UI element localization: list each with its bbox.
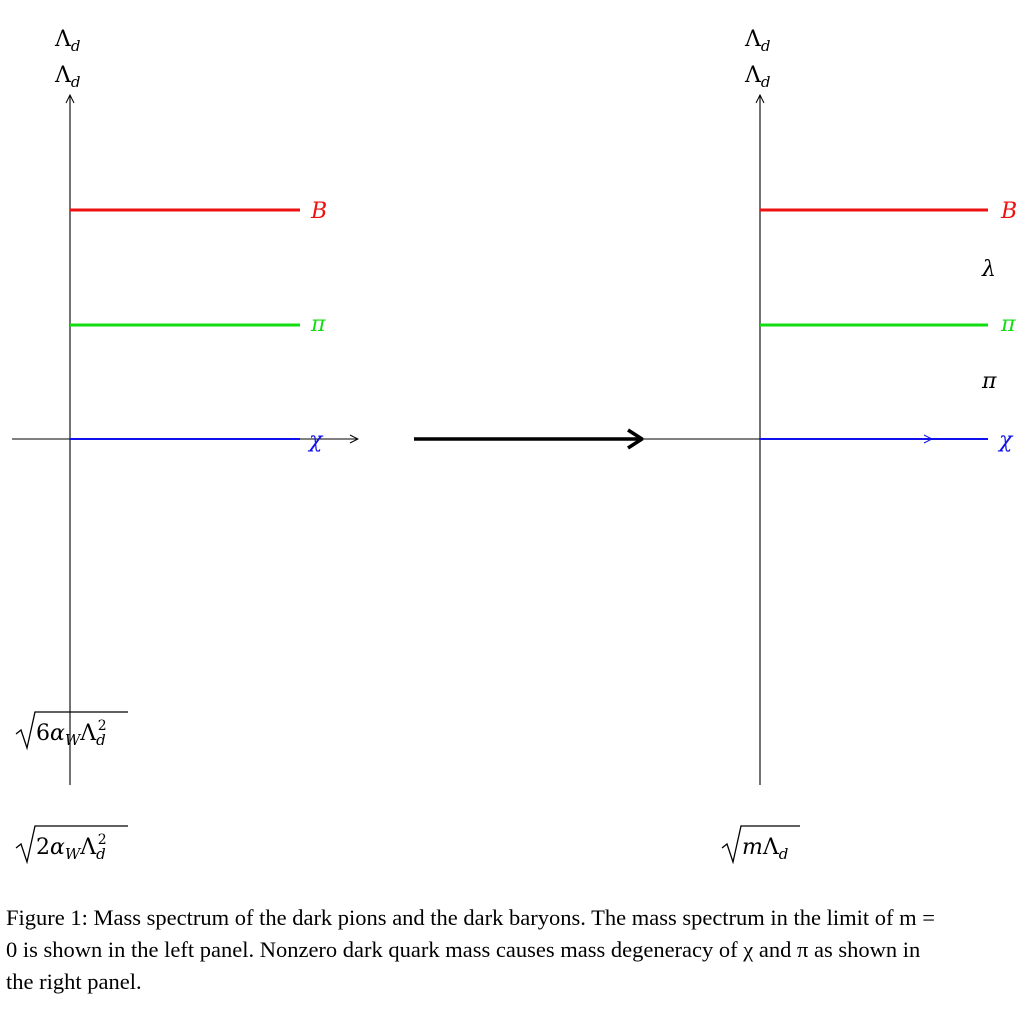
- left-top-label-2: Λd: [54, 63, 81, 91]
- svg-text:6αWΛd2: 6αWΛd2: [36, 718, 107, 749]
- left-level-B-label: B: [310, 199, 327, 224]
- right-panel: Λd Λd B λ π π χ mΛd: [644, 27, 1017, 865]
- left-level-pi-label: π: [310, 312, 326, 337]
- svg-text:2αWΛd2: 2αWΛd2: [36, 832, 107, 863]
- right-top-label-1: Λd: [744, 27, 771, 55]
- svg-text:mΛd: mΛd: [742, 835, 788, 863]
- right-bottom-label: mΛd: [721, 825, 800, 865]
- left-bottom-label-2: 2αWΛd2: [15, 825, 128, 865]
- left-top-label-1: Λd: [54, 27, 81, 55]
- right-gap-label-lambda: λ: [981, 257, 996, 282]
- left-level-chi-label: χ: [307, 428, 324, 453]
- right-level-B-label: B: [1000, 199, 1017, 224]
- right-level-chi-label: χ: [997, 428, 1014, 453]
- left-bottom-label-1: 6αWΛd2: [15, 711, 128, 751]
- right-gap-label-pi: π: [981, 369, 997, 394]
- transition-arrow: [414, 428, 644, 450]
- figure-caption: Figure 1: Mass spectrum of the dark pion…: [6, 905, 935, 994]
- left-panel: Λd Λd B π χ 6αWΛd2 2αWΛd2: [12, 27, 358, 865]
- right-top-label-2: Λd: [744, 63, 771, 91]
- right-level-pi-label: π: [1000, 312, 1016, 337]
